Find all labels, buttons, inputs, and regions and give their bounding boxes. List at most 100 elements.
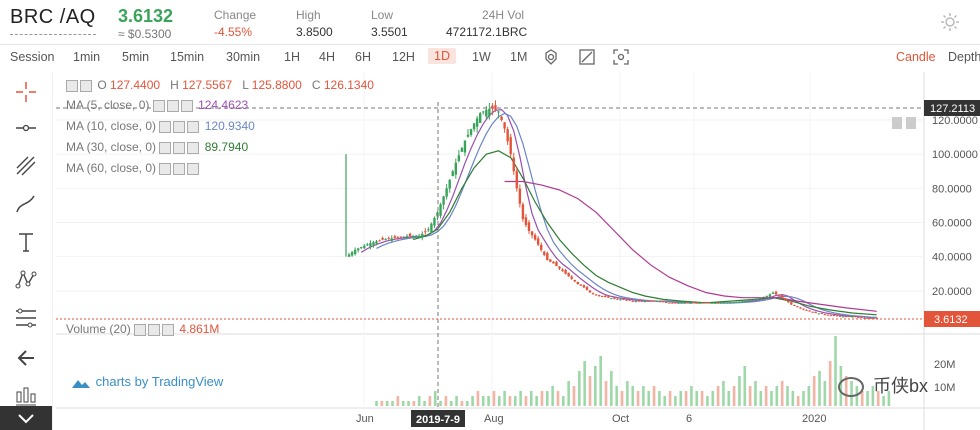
volume-bar (871, 386, 875, 406)
candle-body (860, 316, 863, 318)
candle-body (640, 300, 644, 302)
interval-5min[interactable]: 5min (122, 50, 150, 64)
candle-body (765, 295, 769, 297)
interval-1min[interactable]: 1min (73, 50, 101, 64)
close-icon[interactable] (187, 162, 200, 175)
gear-icon[interactable] (173, 120, 186, 133)
horizontal-line-icon[interactable] (14, 116, 38, 140)
volume-bar (626, 381, 629, 406)
candle-body (555, 261, 558, 267)
vol-label: 24H Vol (482, 8, 525, 22)
volume-bars (375, 336, 891, 406)
brush-icon[interactable] (14, 192, 38, 216)
arrow-left-icon[interactable] (14, 346, 38, 370)
candle-body (820, 312, 823, 314)
close-icon[interactable] (187, 120, 200, 133)
close-icon[interactable] (187, 141, 200, 154)
price-axis: 120.0000 100.0000 80.0000 60.0000 40.0000 20.… (932, 115, 978, 298)
eye-icon[interactable] (159, 141, 172, 154)
tradingview-branding[interactable]: charts by TradingView (70, 374, 223, 389)
trend-line-icon[interactable] (14, 154, 38, 178)
legend-square-icon[interactable] (66, 79, 78, 92)
eye-icon[interactable] (159, 120, 172, 133)
candle-body (475, 118, 479, 127)
gear-icon[interactable] (173, 141, 186, 154)
draw-icon[interactable] (578, 48, 596, 66)
candle-body (826, 314, 830, 316)
ma10-legend: MA (10, close, 0) 120.9340 (66, 119, 255, 133)
close-icon[interactable] (162, 323, 175, 336)
gear-icon[interactable] (166, 99, 179, 112)
interval-30min[interactable]: 30min (226, 50, 261, 64)
candle-body (369, 243, 372, 247)
candle-body (451, 171, 454, 177)
candle-body (692, 302, 695, 304)
close-icon[interactable] (180, 99, 193, 112)
candle-body (845, 316, 848, 318)
high-label-legend: H (170, 78, 179, 92)
text-tool-icon[interactable] (14, 230, 38, 254)
candle-view-button[interactable]: Candle (896, 50, 936, 64)
interval-12h[interactable]: 12H (392, 50, 415, 64)
candle-body (613, 297, 616, 299)
interval-4h[interactable]: 4H (319, 50, 335, 64)
candle-body (747, 300, 750, 302)
candle-body (427, 229, 430, 231)
fib-retracement-icon[interactable] (14, 306, 38, 330)
price-tick-label: 20.0000 (932, 286, 972, 298)
collapse-toolbar-button[interactable] (0, 406, 52, 430)
candle-body (454, 162, 457, 175)
candle-body (869, 317, 872, 319)
interval-1w[interactable]: 1W (472, 50, 491, 64)
volume-bar (497, 396, 501, 406)
gear-icon[interactable] (148, 323, 161, 336)
high-value: 3.8500 (296, 25, 333, 39)
gear-icon[interactable] (80, 79, 92, 92)
price-chart[interactable]: 120.0000 100.0000 80.0000 60.0000 40.0000 20.… (56, 72, 980, 430)
screenshot-icon[interactable] (612, 48, 630, 66)
volume-bar (439, 401, 442, 406)
ticker-header: BRC /AQ 3.6132 ≈ $0.5300 Change -4.55% H… (0, 0, 980, 45)
candle-body (655, 301, 659, 303)
scale-up-button[interactable] (892, 117, 902, 129)
measure-icon[interactable] (14, 384, 38, 408)
interval-1d[interactable]: 1D (428, 48, 456, 64)
volume-bar (684, 391, 688, 406)
pair-selector[interactable]: BRC /AQ (10, 6, 96, 28)
watermark-text: 币侠bx (873, 376, 929, 396)
volume-bar (759, 391, 763, 406)
candle-body (533, 235, 537, 240)
eye-icon[interactable] (134, 323, 147, 336)
volume-bar (460, 401, 464, 406)
interval-1m[interactable]: 1M (510, 50, 528, 64)
volume-label: Volume (20) (66, 322, 131, 336)
candle-body (701, 302, 705, 304)
eye-icon[interactable] (159, 162, 172, 175)
candle-body (802, 308, 805, 310)
sun-icon[interactable] (940, 12, 960, 32)
crosshair-icon[interactable] (14, 80, 38, 104)
gear-icon[interactable] (173, 162, 186, 175)
volume-bar (738, 376, 741, 406)
candle-body (424, 231, 427, 233)
candle-body (558, 266, 561, 269)
chart-canvas[interactable]: 120.0000 100.0000 80.0000 60.0000 40.0000 20.… (56, 72, 980, 430)
candle-body (515, 171, 518, 189)
depth-view-button[interactable]: Depth (948, 50, 980, 64)
interval-6h[interactable]: 6H (355, 50, 371, 64)
indicators-icon[interactable] (542, 48, 560, 66)
session-button[interactable]: Session (10, 50, 55, 64)
price-tick-label: 40.0000 (932, 252, 972, 264)
pattern-icon[interactable] (14, 268, 38, 292)
volume-bar (423, 401, 426, 406)
eye-icon[interactable] (152, 99, 165, 112)
candle-body (591, 293, 595, 295)
candle-body (588, 290, 592, 293)
candle-body (704, 302, 708, 304)
interval-1h[interactable]: 1H (284, 50, 300, 64)
scale-down-button[interactable] (906, 117, 916, 129)
volume-bar (444, 396, 448, 406)
candle-body (485, 109, 488, 117)
candle-body (637, 300, 640, 302)
interval-15min[interactable]: 15min (170, 50, 205, 64)
